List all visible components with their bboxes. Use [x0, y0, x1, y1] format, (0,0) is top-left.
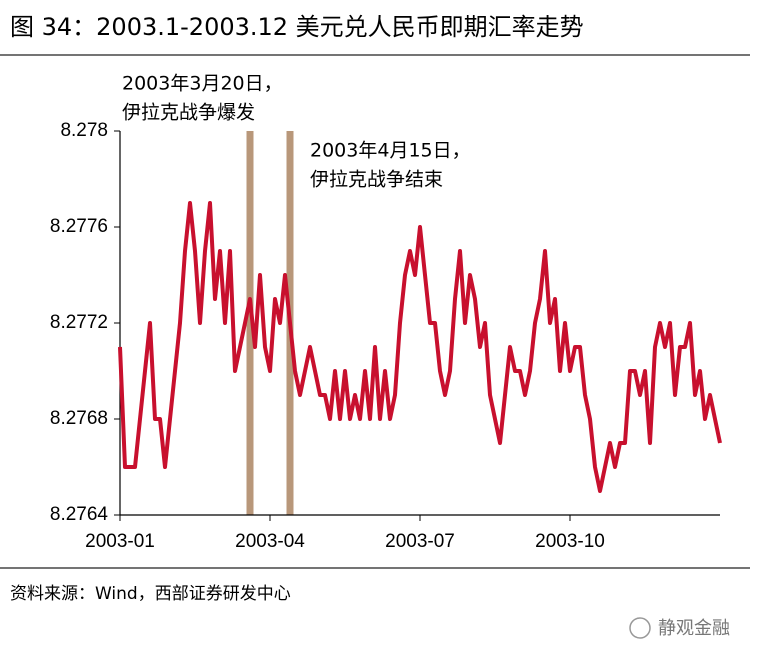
annotation-text: 伊拉克战争结束: [310, 169, 443, 191]
y-tick-label: 8.278: [60, 120, 108, 141]
source: 资料来源：Wind，西部证券研发中心: [10, 584, 291, 604]
x-tick-label: 2003-04: [235, 531, 305, 552]
y-tick-label: 8.2768: [50, 408, 108, 429]
watermark-icon: [629, 617, 651, 639]
x-tick-label: 2003-10: [535, 531, 605, 552]
x-tick-label: 2003-07: [385, 531, 455, 552]
annotation-text: 2003年4月15日，: [310, 140, 471, 162]
watermark: 静观金融: [658, 618, 730, 639]
y-tick-label: 8.2772: [50, 312, 108, 333]
chart-title: 图 34：2003.1-2003.12 美元兑人民币即期汇率走势: [10, 13, 584, 41]
plot-area: 2003年3月20日， 伊拉克战争爆发 2003年4月15日， 伊拉克战争结束 8.27…: [50, 73, 722, 552]
event-band: [246, 131, 254, 515]
y-tick-label: 8.2776: [50, 216, 108, 237]
annotation-text: 2003年3月20日，: [122, 73, 283, 95]
annotation-text: 伊拉克战争爆发: [122, 102, 255, 124]
line-series: [118, 201, 722, 493]
x-tick-label: 2003-01: [85, 531, 155, 552]
y-tick-label: 8.2764: [50, 504, 109, 525]
